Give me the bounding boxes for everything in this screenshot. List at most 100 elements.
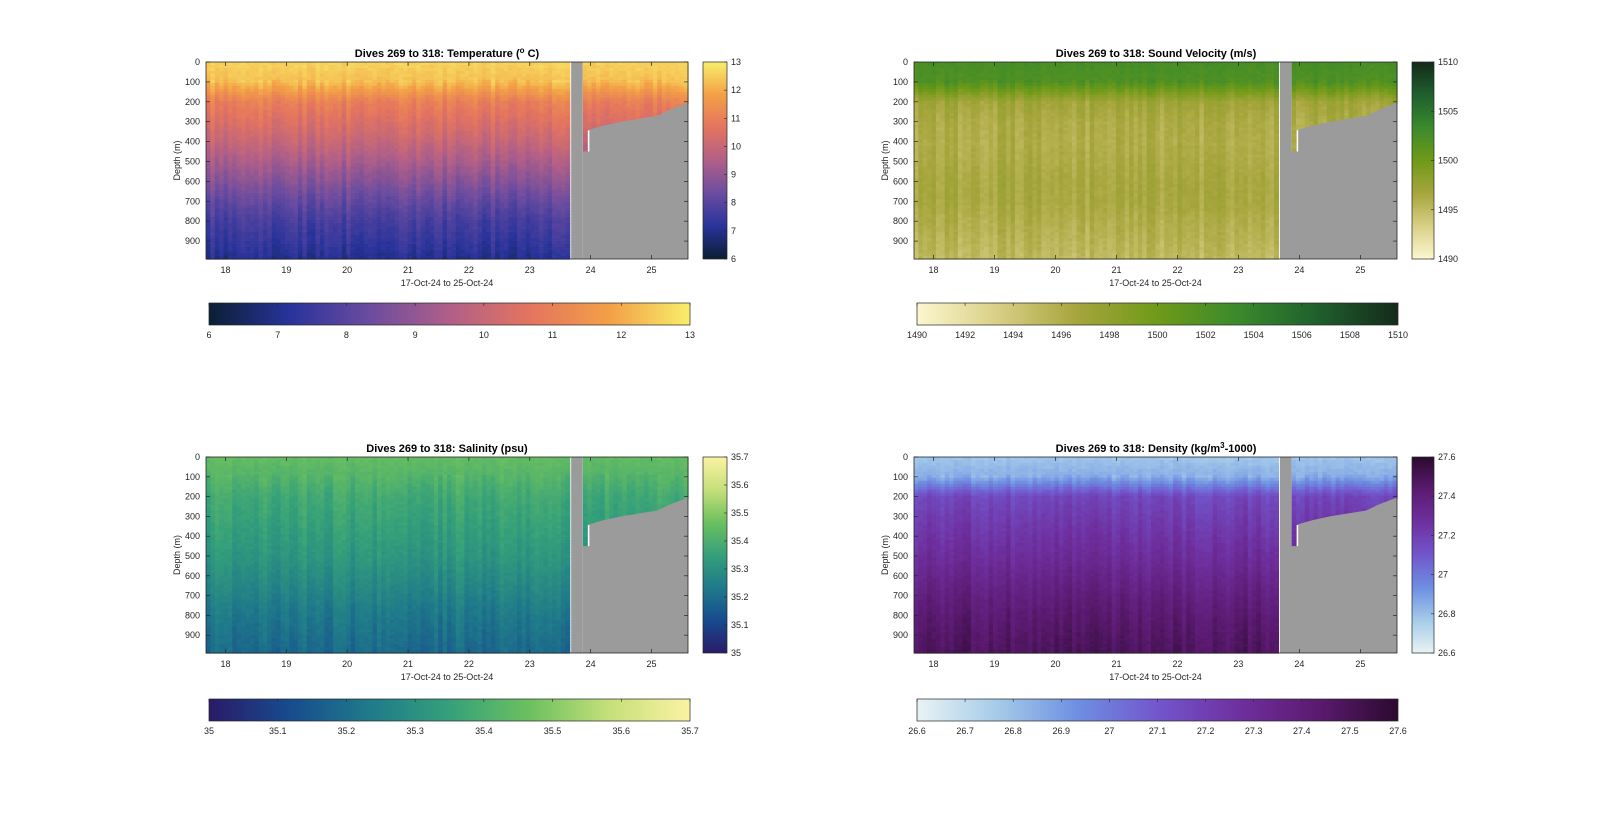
heatmap-cell: [346, 208, 352, 212]
heatmap-cell: [241, 151, 247, 156]
heatmap-cell: [315, 91, 321, 96]
heatmap-cell: [306, 184, 312, 188]
heatmap-cell: [319, 133, 325, 138]
heatmap-cell: [359, 205, 365, 209]
heatmap-cell: [219, 124, 225, 129]
heatmap-cell: [368, 157, 374, 162]
heatmap-cell: [258, 187, 264, 191]
heatmap-cell: [350, 121, 356, 126]
heatmap-cell: [411, 205, 417, 209]
heatmap-cell: [214, 193, 220, 197]
heatmap-cell: [319, 253, 325, 257]
heatmap-cell: [394, 211, 400, 215]
heatmap-cell: [262, 166, 268, 171]
heatmap-cell: [359, 79, 365, 84]
heatmap-cell: [241, 148, 247, 153]
heatmap-cell: [407, 229, 413, 233]
heatmap-cell: [328, 247, 334, 251]
heatmap-cell: [227, 73, 233, 78]
heatmap-cell: [420, 124, 426, 129]
heatmap-cell: [407, 208, 413, 212]
heatmap-cell: [368, 223, 374, 227]
heatmap-cell: [223, 103, 229, 108]
heatmap-cell: [337, 136, 343, 141]
heatmap-cell: [337, 208, 343, 212]
heatmap-cell: [368, 70, 374, 75]
heatmap-cell: [210, 62, 216, 66]
heatmap-cell: [390, 220, 396, 224]
heatmap-cell: [403, 154, 409, 159]
heatmap-cell: [372, 196, 378, 200]
heatmap-cell: [271, 88, 277, 93]
heatmap-cell: [346, 127, 352, 132]
heatmap-cell: [232, 106, 238, 111]
heatmap-cell: [328, 187, 334, 191]
heatmap-cell: [381, 94, 387, 99]
heatmap-cell: [425, 172, 431, 177]
heatmap-cell: [293, 166, 299, 171]
heatmap-cell: [280, 163, 286, 168]
heatmap-cell: [407, 166, 413, 171]
heatmap-cell: [328, 145, 334, 150]
heatmap-cell: [236, 91, 242, 96]
heatmap-cell: [289, 103, 295, 108]
heatmap-cell: [315, 94, 321, 99]
heatmap-cell: [319, 232, 325, 236]
heatmap-cell: [381, 208, 387, 212]
heatmap-cell: [354, 220, 360, 224]
heatmap-cell: [280, 184, 286, 188]
heatmap-cell: [315, 139, 321, 144]
heatmap-cell: [245, 82, 251, 87]
heatmap-cell: [350, 154, 356, 159]
heatmap-cell: [241, 130, 247, 135]
heatmap-cell: [363, 157, 369, 162]
heatmap-cell: [403, 157, 409, 162]
heatmap-cell: [372, 163, 378, 168]
heatmap-cell: [267, 187, 273, 191]
heatmap-cell: [232, 220, 238, 224]
heatmap-cell: [328, 115, 334, 120]
heatmap-cell: [346, 235, 352, 239]
heatmap-cell: [368, 199, 374, 203]
heatmap-cell: [280, 169, 286, 174]
heatmap-cell: [315, 244, 321, 248]
heatmap-cell: [210, 106, 216, 111]
heatmap-cell: [227, 100, 233, 105]
heatmap-cell: [289, 124, 295, 129]
heatmap-cell: [394, 94, 400, 99]
heatmap-cell: [390, 124, 396, 129]
heatmap-cell: [328, 226, 334, 230]
heatmap-cell: [245, 238, 251, 242]
heatmap-cell: [363, 70, 369, 75]
heatmap-cell: [298, 91, 303, 96]
heatmap-cell: [276, 256, 282, 260]
heatmap-cell: [262, 226, 268, 230]
heatmap-cell: [298, 238, 303, 242]
heatmap-cell: [219, 85, 225, 90]
heatmap-cell: [337, 91, 343, 96]
heatmap-cell: [214, 163, 220, 168]
heatmap-cell: [245, 106, 251, 111]
heatmap-cell: [350, 199, 356, 203]
heatmap-cell: [341, 103, 347, 108]
heatmap-cell: [328, 193, 334, 197]
heatmap-cell: [214, 127, 220, 132]
heatmap-cell: [354, 238, 360, 242]
heatmap-cell: [403, 250, 409, 254]
heatmap-cell: [210, 142, 216, 147]
heatmap-cell: [376, 214, 382, 218]
heatmap-cell: [223, 67, 229, 72]
heatmap-cell: [381, 121, 387, 126]
heatmap-cell: [425, 223, 431, 227]
heatmap-cell: [416, 214, 422, 218]
heatmap-cell: [267, 106, 273, 111]
heatmap-cell: [206, 148, 211, 153]
heatmap-cell: [372, 109, 378, 114]
heatmap-cell: [333, 196, 339, 200]
heatmap-cell: [341, 244, 347, 248]
heatmap-cell: [258, 235, 264, 239]
heatmap-cell: [359, 139, 365, 144]
heatmap-cell: [311, 166, 317, 171]
heatmap-cell: [241, 202, 247, 206]
heatmap-cell: [381, 148, 387, 153]
